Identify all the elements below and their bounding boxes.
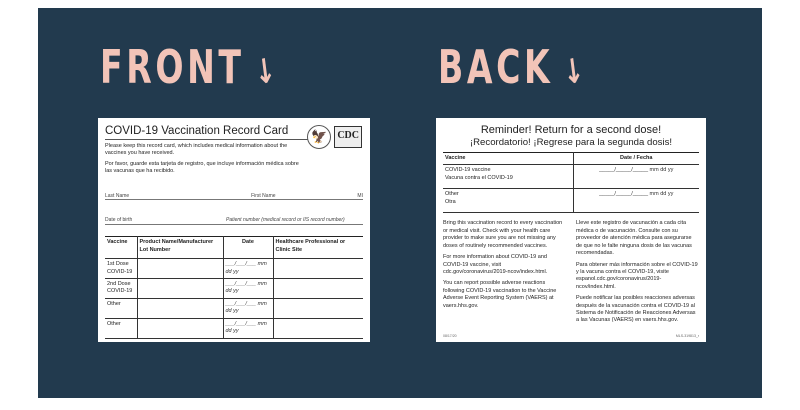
dob-field: Date of birth bbox=[105, 217, 133, 224]
reminder-title: Reminder! Return for a second dose! bbox=[480, 124, 662, 136]
cdc-logo: 🦅 CDC bbox=[307, 125, 362, 149]
product-cell[interactable] bbox=[136, 278, 223, 299]
info-paragraph: Para obtener más información sobre el CO… bbox=[576, 261, 698, 290]
cdc-logo-text: CDC bbox=[334, 125, 362, 149]
header-product: Product Name/Manufacturer bbox=[139, 239, 214, 246]
second-dose-table: Vaccine Date / Fecha COVID-19 vaccine Vacu… bbox=[443, 152, 699, 214]
row-vaccine: Other bbox=[105, 318, 137, 339]
table-row: Other ___/___/___ mm dd yy bbox=[105, 318, 363, 339]
site-cell[interactable] bbox=[272, 318, 363, 339]
vaccine-table: Vaccine Product Name/Manufacturer Lot Numb… bbox=[105, 236, 363, 339]
table-row: Other ___/___/___ mm dd yy bbox=[105, 298, 363, 319]
header-date: Date bbox=[222, 236, 273, 260]
row-vaccine: Other Otra bbox=[443, 188, 573, 214]
first-name-field: First Name bbox=[251, 192, 276, 199]
product-cell[interactable] bbox=[136, 298, 223, 319]
name-line: Last Name First Name MI bbox=[105, 176, 363, 201]
table-row: 1st Dose COVID-19 ___/___/___ mm dd yy bbox=[105, 258, 363, 280]
vaccine-es: Vacuna contra el COVID-19 bbox=[445, 174, 513, 181]
last-name-field: Last Name bbox=[105, 192, 130, 199]
info-english: Bring this vaccination record to every v… bbox=[443, 220, 566, 328]
card-front: COVID-19 Vaccination Record Card 🦅 CDC Pl… bbox=[98, 118, 370, 342]
front-heading: FRONT ↓ bbox=[100, 40, 278, 95]
date-cell[interactable]: ___/___/___ mm dd yy bbox=[222, 318, 273, 339]
row-vaccine: 1st Dose COVID-19 bbox=[105, 258, 137, 280]
product-cell[interactable] bbox=[136, 318, 223, 339]
vaccine-en: COVID-19 vaccine bbox=[445, 167, 491, 174]
card-title: COVID-19 Vaccination Record Card bbox=[105, 124, 308, 140]
vaccine-en: Other bbox=[445, 191, 459, 198]
row-vaccine: Other bbox=[105, 298, 137, 319]
arrow-down-icon: ↓ bbox=[560, 49, 587, 95]
info-spanish: Lleve este registro de vacunación a cada… bbox=[576, 220, 699, 328]
mi-field: MI bbox=[357, 192, 363, 199]
hhs-eagle-icon: 🦅 bbox=[307, 125, 332, 149]
card-back: Reminder! Return for a second dose! ¡Rec… bbox=[436, 118, 706, 342]
header-site: Healthcare Professional or Clinic Site bbox=[272, 236, 363, 260]
product-cell[interactable] bbox=[136, 258, 223, 280]
row-vaccine: COVID-19 vaccine Vacuna contra el COVID-1… bbox=[443, 164, 573, 190]
date-cell[interactable]: _____/_____/_____ mm dd yy bbox=[572, 188, 699, 214]
note-spanish: Por favor, guarde esta tarjeta de regist… bbox=[105, 160, 299, 175]
info-paragraph: Bring this vaccination record to every v… bbox=[443, 220, 563, 249]
site-cell[interactable] bbox=[272, 278, 363, 299]
vaccine-es: Otra bbox=[445, 198, 456, 205]
date-cell[interactable]: ___/___/___ mm dd yy bbox=[222, 258, 273, 280]
dob-line: Date of birth Patient number (medical rec… bbox=[105, 200, 363, 226]
patient-number-field: Patient number (medical record or IIS re… bbox=[226, 217, 345, 224]
header-vaccine: Vaccine bbox=[443, 152, 573, 166]
table-row: COVID-19 vaccine Vacuna contra el COVID-1… bbox=[443, 164, 699, 190]
header-vaccine: Vaccine bbox=[105, 236, 137, 260]
table-row: Other Otra _____/_____/_____ mm dd yy bbox=[443, 188, 699, 214]
site-cell[interactable] bbox=[272, 298, 363, 319]
date-cell[interactable]: ___/___/___ mm dd yy bbox=[222, 298, 273, 319]
info-paragraph: Lleve este registro de vacunación a cada… bbox=[576, 220, 692, 257]
arrow-down-icon: ↓ bbox=[252, 49, 278, 95]
back-label: BACK bbox=[438, 40, 554, 94]
date-cell[interactable]: ___/___/___ mm dd yy bbox=[222, 278, 273, 299]
table-row: 2nd Dose COVID-19 ___/___/___ mm dd yy bbox=[105, 278, 363, 299]
footer-date: 08/17/20 bbox=[443, 334, 457, 339]
row-vaccine: 2nd Dose COVID-19 bbox=[105, 278, 137, 299]
site-cell[interactable] bbox=[272, 258, 363, 280]
note-english: Please keep this record card, which incl… bbox=[105, 143, 288, 157]
info-paragraph: For more information about COVID-19 and … bbox=[443, 254, 548, 275]
info-paragraph: Puede notificar las posibles reacciones … bbox=[576, 295, 696, 324]
header-lot: Lot Number bbox=[139, 246, 171, 253]
header-date: Date / Fecha bbox=[572, 152, 699, 166]
footer-code: MLS-319813_r bbox=[675, 334, 699, 339]
back-heading: BACK ↓ bbox=[438, 40, 587, 95]
reminder-subtitle: ¡Recordatorio! ¡Regrese para la segunda … bbox=[469, 137, 673, 148]
date-cell[interactable]: _____/_____/_____ mm dd yy bbox=[572, 164, 699, 190]
front-label: FRONT bbox=[100, 40, 245, 94]
info-paragraph: You can report possible adverse reaction… bbox=[443, 280, 557, 309]
